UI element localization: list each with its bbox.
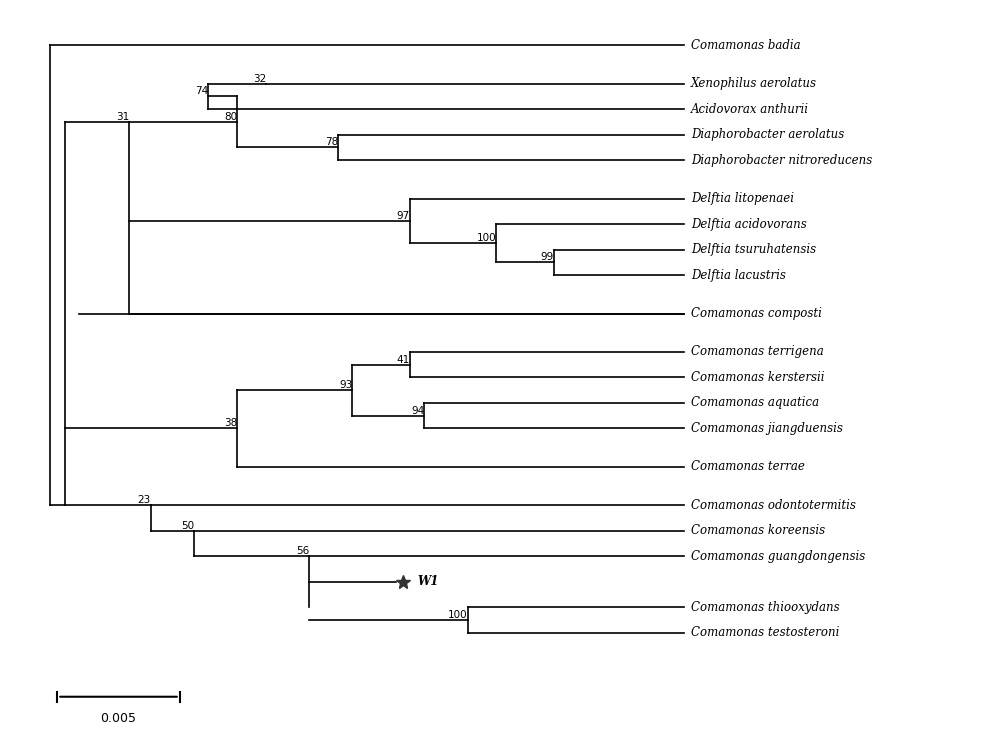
Text: 38: 38 bbox=[224, 418, 237, 428]
Text: 74: 74 bbox=[195, 86, 208, 96]
Text: Delftia lacustris: Delftia lacustris bbox=[691, 269, 786, 282]
Text: Comamonas kerstersii: Comamonas kerstersii bbox=[691, 371, 824, 384]
Text: Comamonas thiooxydans: Comamonas thiooxydans bbox=[691, 601, 839, 614]
Text: Delftia acidovorans: Delftia acidovorans bbox=[691, 217, 806, 231]
Text: 50: 50 bbox=[181, 521, 194, 531]
Text: Comamonas guangdongensis: Comamonas guangdongensis bbox=[691, 550, 865, 562]
Text: Delftia litopenaei: Delftia litopenaei bbox=[691, 192, 794, 205]
Text: 97: 97 bbox=[397, 211, 410, 221]
Text: 31: 31 bbox=[116, 112, 129, 122]
Text: Delftia tsuruhatensis: Delftia tsuruhatensis bbox=[691, 243, 816, 256]
Text: 94: 94 bbox=[411, 406, 424, 416]
Text: 41: 41 bbox=[397, 355, 410, 364]
Text: 32: 32 bbox=[253, 73, 266, 84]
Text: Diaphorobacter nitroreducens: Diaphorobacter nitroreducens bbox=[691, 154, 872, 167]
Text: 78: 78 bbox=[325, 137, 338, 148]
Text: Comamonas terrigena: Comamonas terrigena bbox=[691, 345, 823, 358]
Text: Comamonas testosteroni: Comamonas testosteroni bbox=[691, 626, 839, 640]
Text: 100: 100 bbox=[477, 233, 496, 243]
Text: Comamonas odontotermitis: Comamonas odontotermitis bbox=[691, 499, 856, 512]
Text: 56: 56 bbox=[296, 546, 309, 556]
Text: 93: 93 bbox=[339, 380, 352, 390]
Text: 23: 23 bbox=[138, 495, 151, 505]
Text: Comamonas composti: Comamonas composti bbox=[691, 307, 822, 320]
Text: Comamonas aquatica: Comamonas aquatica bbox=[691, 396, 819, 410]
Text: 0.005: 0.005 bbox=[101, 712, 137, 725]
Text: Comamonas badia: Comamonas badia bbox=[691, 39, 800, 52]
Text: Comamonas jiangduensis: Comamonas jiangduensis bbox=[691, 422, 843, 435]
Text: 100: 100 bbox=[448, 610, 468, 620]
Text: Xenophilus aerolatus: Xenophilus aerolatus bbox=[691, 77, 817, 90]
Text: Comamonas terrae: Comamonas terrae bbox=[691, 460, 805, 473]
Text: 99: 99 bbox=[541, 252, 554, 263]
Text: Comamonas koreensis: Comamonas koreensis bbox=[691, 524, 825, 537]
Text: Diaphorobacter aerolatus: Diaphorobacter aerolatus bbox=[691, 128, 844, 141]
Text: Acidovorax anthurii: Acidovorax anthurii bbox=[691, 102, 809, 116]
Text: W1: W1 bbox=[417, 575, 439, 588]
Text: 80: 80 bbox=[224, 112, 237, 122]
